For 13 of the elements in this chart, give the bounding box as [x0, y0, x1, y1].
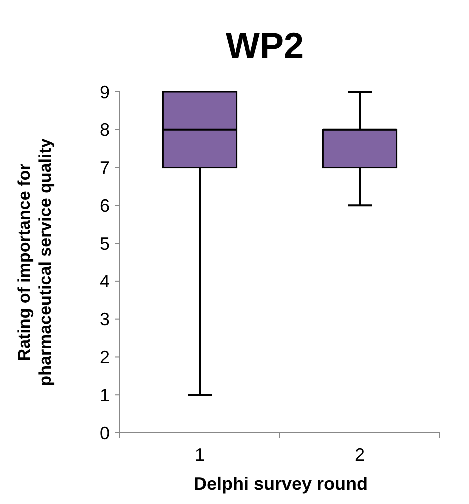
y-tick-label: 8	[100, 120, 110, 140]
y-tick-label: 4	[100, 272, 110, 292]
x-axis-title: Delphi survey round	[194, 474, 368, 494]
y-tick-label: 7	[100, 158, 110, 178]
chart-title: WP2	[226, 25, 304, 66]
y-tick-label: 0	[100, 423, 110, 444]
y-tick-label: 2	[100, 348, 110, 368]
y-tick-label: 1	[100, 385, 110, 406]
y-axis-title: Rating of importance for pharmaceutical service quality	[15, 138, 55, 386]
y-tick-label: 3	[100, 310, 110, 330]
y-tick-label: 6	[100, 196, 110, 216]
y-tick-label: 5	[100, 234, 110, 254]
y-tick-label: 9	[100, 82, 110, 102]
